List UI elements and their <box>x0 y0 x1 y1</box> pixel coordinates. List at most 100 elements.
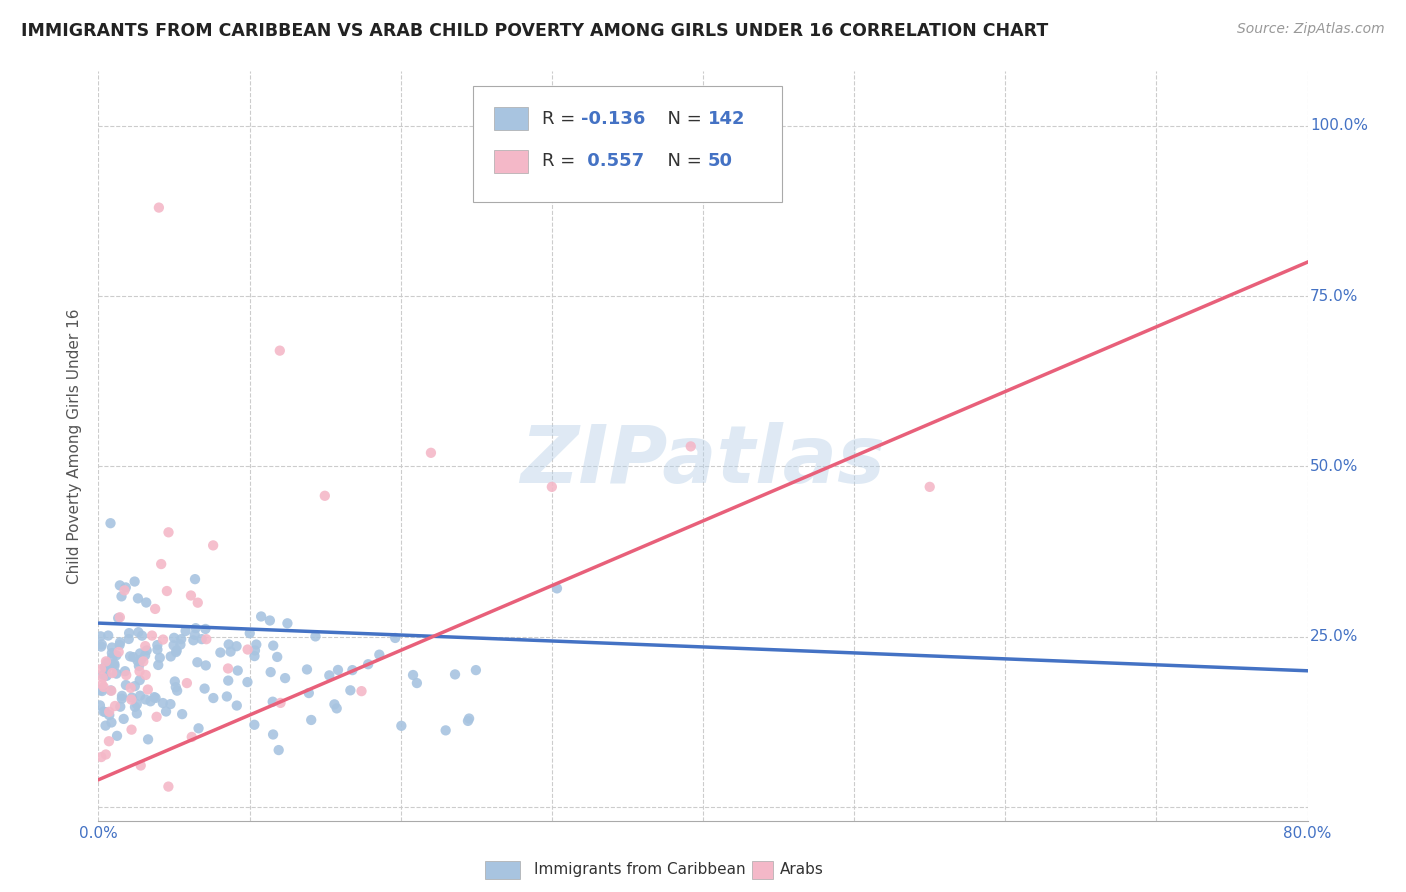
Point <box>124 679 146 693</box>
Point <box>131 629 153 643</box>
Point <box>114 583 136 598</box>
Point <box>243 718 266 732</box>
Point <box>96 662 118 676</box>
Point <box>184 621 207 635</box>
Point <box>217 673 239 688</box>
Point <box>163 674 186 689</box>
Point <box>111 691 134 706</box>
Point <box>342 663 364 677</box>
Point <box>124 699 146 714</box>
Point <box>132 654 155 668</box>
Point <box>165 680 187 694</box>
Point <box>402 668 425 682</box>
Point <box>159 697 181 711</box>
Point <box>94 654 117 668</box>
Point <box>134 692 156 706</box>
Point <box>270 696 292 710</box>
Point <box>90 640 112 654</box>
Point <box>108 635 131 649</box>
Point <box>108 610 131 624</box>
Point <box>406 676 429 690</box>
Point <box>295 663 318 677</box>
Text: 142: 142 <box>707 110 745 128</box>
Point <box>339 683 361 698</box>
Point <box>90 629 112 643</box>
Point <box>269 343 291 358</box>
Point <box>184 572 207 586</box>
Point <box>262 639 284 653</box>
Point <box>434 723 457 738</box>
Point <box>195 632 218 647</box>
Text: N =: N = <box>655 153 707 170</box>
Point <box>357 657 380 672</box>
Point <box>128 665 150 679</box>
Point <box>108 638 131 652</box>
Point <box>139 694 162 708</box>
Text: IMMIGRANTS FROM CARIBBEAN VS ARAB CHILD POVERTY AMONG GIRLS UNDER 16 CORRELATION: IMMIGRANTS FROM CARIBBEAN VS ARAB CHILD … <box>21 22 1049 40</box>
Point <box>127 591 149 606</box>
Point <box>145 690 167 705</box>
Text: N =: N = <box>655 110 707 128</box>
Point <box>110 699 132 714</box>
Point <box>176 676 198 690</box>
Point <box>180 730 202 744</box>
Point <box>129 647 152 661</box>
Point <box>122 650 145 665</box>
Point <box>458 712 481 726</box>
Point <box>121 723 143 737</box>
Point <box>143 690 166 705</box>
Point <box>128 673 150 687</box>
Point <box>170 632 193 647</box>
Point <box>97 734 120 748</box>
Point <box>152 696 174 710</box>
Point <box>127 654 149 668</box>
Point <box>194 658 217 673</box>
Point <box>298 686 321 700</box>
Point <box>105 648 128 663</box>
Point <box>148 657 170 672</box>
Point <box>368 648 391 662</box>
Point <box>314 489 336 503</box>
Point <box>457 714 479 728</box>
Point <box>225 698 247 713</box>
Text: 50.0%: 50.0% <box>1310 459 1358 474</box>
Point <box>202 691 225 706</box>
Point <box>136 732 159 747</box>
Point <box>91 678 114 692</box>
Point <box>134 648 156 663</box>
Point <box>115 678 138 692</box>
Point <box>135 643 157 657</box>
Point <box>100 683 122 698</box>
Point <box>420 446 443 460</box>
Point <box>162 638 184 652</box>
Point <box>98 708 121 723</box>
Point <box>243 649 266 664</box>
Point <box>918 480 941 494</box>
Point <box>194 681 217 696</box>
Point <box>128 659 150 673</box>
Point <box>260 665 283 679</box>
Point <box>157 780 180 794</box>
Point <box>190 632 212 647</box>
Point <box>135 668 157 682</box>
Point <box>225 639 247 653</box>
Point <box>202 538 225 552</box>
Point <box>174 624 197 638</box>
Point <box>159 649 181 664</box>
Point <box>101 650 124 665</box>
Point <box>100 516 122 531</box>
Point <box>239 626 262 640</box>
Point <box>236 642 259 657</box>
Text: R =: R = <box>543 110 581 128</box>
Point <box>274 671 297 685</box>
Point <box>129 653 152 667</box>
Point <box>276 616 298 631</box>
Point <box>148 201 170 215</box>
FancyBboxPatch shape <box>494 107 527 130</box>
Point <box>91 684 114 698</box>
Point <box>215 690 238 704</box>
Text: 50: 50 <box>707 153 733 170</box>
Point <box>118 626 141 640</box>
Point <box>236 675 259 690</box>
Point <box>114 664 136 678</box>
